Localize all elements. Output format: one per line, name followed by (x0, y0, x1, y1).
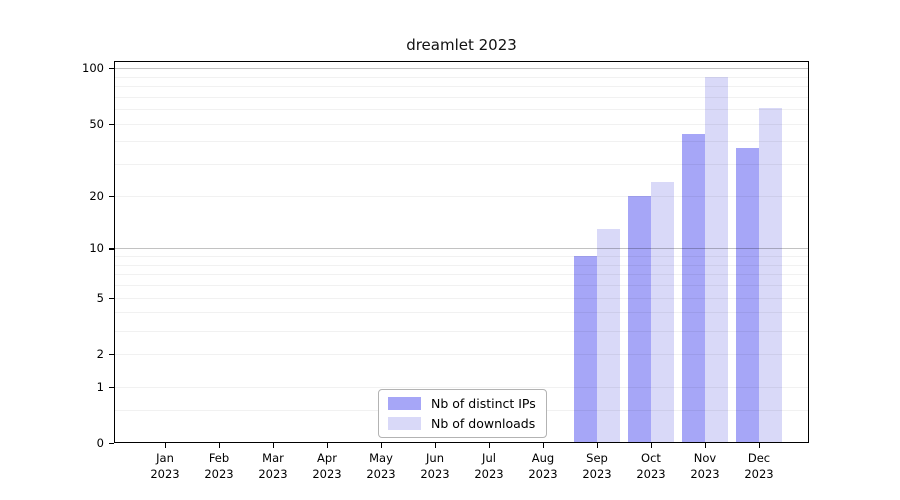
gridline (113, 256, 810, 258)
legend-item: Nb of downloads (388, 416, 537, 431)
bar-downloads (705, 77, 729, 444)
x-tick-mark (327, 443, 329, 449)
legend-label: Nb of downloads (431, 416, 536, 431)
gridline (113, 285, 810, 287)
y-tick-mark (108, 123, 114, 125)
y-tick-label: 1 (96, 379, 104, 394)
y-tick-mark (108, 68, 114, 70)
x-tick-label: May 2023 (366, 451, 396, 481)
x-tick-mark (219, 443, 221, 449)
bar-downloads (759, 107, 783, 444)
x-tick-mark (435, 443, 437, 449)
x-tick-label: Aug 2023 (528, 451, 558, 481)
legend-swatch-downloads (388, 417, 421, 430)
gridline (113, 141, 810, 143)
y-tick-mark (108, 297, 114, 299)
y-tick-label: 100 (82, 61, 104, 76)
legend-label: Nb of distinct IPs (431, 396, 536, 411)
gridline (113, 96, 810, 98)
bar-downloads (651, 181, 675, 444)
gridline (113, 123, 810, 125)
y-tick-label: 20 (89, 188, 104, 203)
y-tick-label: 50 (89, 116, 104, 131)
x-tick-mark (543, 443, 545, 449)
y-tick-mark (108, 386, 114, 389)
x-tick-label: Jul 2023 (474, 451, 504, 481)
gridline (113, 312, 810, 314)
gridline (113, 109, 810, 111)
plot-area (113, 61, 810, 444)
bar-distinct-ips (735, 147, 759, 444)
x-tick-mark (381, 443, 383, 449)
gridline (113, 195, 810, 197)
gridline (113, 353, 810, 355)
x-tick-label: Jun 2023 (420, 451, 450, 481)
chart-title: dreamlet 2023 (406, 36, 517, 54)
y-tick-mark (108, 443, 114, 445)
gridline (113, 68, 810, 70)
y-tick-label: 2 (96, 346, 104, 361)
gridline (113, 76, 810, 78)
gridline (113, 274, 810, 276)
x-tick-mark (165, 443, 167, 449)
y-tick-mark (108, 248, 114, 250)
y-tick-label: 0 (96, 436, 104, 451)
x-tick-label: Mar 2023 (258, 451, 288, 481)
gridline (113, 248, 810, 250)
x-tick-mark (489, 443, 491, 449)
gridline (113, 330, 810, 332)
x-tick-mark (273, 443, 275, 449)
x-tick-label: Nov 2023 (690, 451, 720, 481)
x-tick-mark (705, 443, 707, 449)
x-tick-label: Feb 2023 (204, 451, 234, 481)
x-tick-label: Sep 2023 (582, 451, 612, 481)
legend-swatch-distinct-ips (388, 397, 421, 410)
x-tick-label: Apr 2023 (312, 451, 342, 481)
y-tick-mark (108, 195, 114, 197)
bar-distinct-ips (627, 195, 651, 444)
y-tick-label: 10 (89, 241, 104, 256)
x-tick-label: Oct 2023 (636, 451, 666, 481)
legend: Nb of distinct IPs Nb of downloads (378, 389, 547, 438)
x-tick-label: Jan 2023 (150, 451, 180, 481)
y-tick-mark (108, 353, 114, 356)
bar-downloads (597, 228, 621, 444)
bar-distinct-ips (681, 133, 705, 444)
x-tick-mark (759, 443, 761, 449)
gridline (113, 386, 810, 388)
gridline (113, 86, 810, 88)
x-tick-mark (597, 443, 599, 449)
gridline (113, 264, 810, 266)
gridline (113, 164, 810, 166)
gridline (113, 297, 810, 299)
x-tick-label: Dec 2023 (744, 451, 774, 481)
legend-item: Nb of distinct IPs (388, 396, 537, 411)
bar-distinct-ips (573, 256, 597, 444)
y-tick-label: 5 (96, 290, 104, 305)
x-tick-mark (651, 443, 653, 449)
